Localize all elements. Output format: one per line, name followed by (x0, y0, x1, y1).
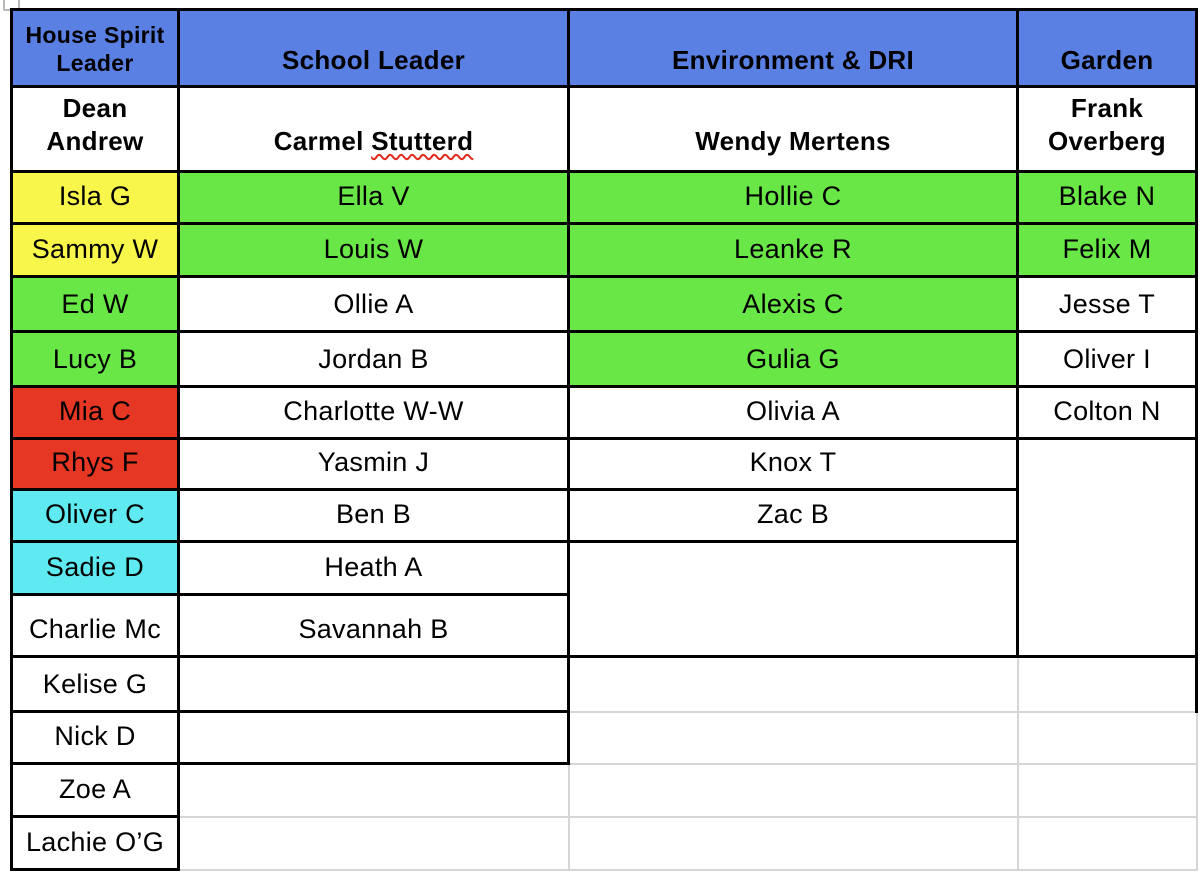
table-row: Rhys F Yasmin J Knox T (10, 437, 1198, 658)
table-cell[interactable]: Mia C (10, 385, 180, 440)
table-row: Charlie Mc Savannah B (10, 593, 1197, 658)
table-cell[interactable]: Lachie O’G (10, 815, 180, 871)
table-row: Mia C Charlotte W-W Olivia A Colton N (10, 385, 1198, 440)
table-cell[interactable]: Alexis C (567, 275, 1019, 333)
table-row: Lachie O’G (10, 815, 1198, 871)
table-cell[interactable]: Rhys F (10, 437, 180, 491)
table-cell[interactable] (1016, 815, 1198, 871)
table-cell[interactable]: Oliver I (1016, 330, 1198, 388)
table-cell[interactable]: Louis W (177, 222, 570, 278)
table-cell[interactable] (177, 762, 570, 818)
leader-cell-environment[interactable]: Wendy Mertens (567, 85, 1019, 173)
table-cell[interactable]: Isla G (10, 170, 180, 225)
table-cell[interactable] (567, 710, 1019, 765)
table-cell[interactable]: Charlie Mc (10, 593, 180, 658)
table-cell[interactable]: Jesse T (1016, 275, 1198, 333)
table-cell[interactable]: Charlotte W-W (177, 385, 570, 440)
table-body: House Spirit Leader School Leader Enviro… (10, 8, 1198, 871)
table-cell[interactable]: Olivia A (567, 385, 1019, 440)
leader-cell-garden[interactable]: Frank Overberg (1016, 85, 1198, 173)
leaders-row: Dean Andrew Carmel Stutterd Wendy Merten… (10, 85, 1198, 173)
header-cell-environment-dri[interactable]: Environment & DRI (567, 8, 1019, 88)
table-cell[interactable]: Knox T (567, 437, 1019, 491)
table-cell[interactable] (177, 655, 570, 713)
table-row: Lucy B Jordan B Gulia G Oliver I (10, 330, 1198, 388)
table-cell[interactable]: Ella V (177, 170, 570, 225)
table-cell[interactable] (177, 710, 570, 765)
table-row: Zoe A (10, 762, 1198, 818)
table-cell[interactable] (177, 815, 570, 871)
table-cell[interactable] (567, 655, 1019, 713)
table-cell[interactable] (1016, 710, 1198, 765)
table-cell[interactable]: Oliver C (10, 488, 180, 543)
table-cell[interactable]: Ed W (10, 275, 180, 333)
table-row: Oliver C Ben B Zac B (10, 488, 1197, 543)
table-row: Sammy W Louis W Leanke R Felix M (10, 222, 1198, 278)
table-cell[interactable]: Yasmin J (177, 437, 570, 491)
header-row: House Spirit Leader School Leader Enviro… (10, 8, 1198, 88)
table-cell[interactable] (1016, 437, 1198, 658)
table-cell[interactable]: Sammy W (10, 222, 180, 278)
header-cell-school-leader[interactable]: School Leader (177, 8, 570, 88)
table-cell[interactable]: Zoe A (10, 762, 180, 818)
table-cell[interactable]: Nick D (10, 710, 180, 765)
table-cell[interactable]: Hollie C (567, 170, 1019, 225)
header-cell-garden[interactable]: Garden (1016, 8, 1198, 88)
table-cell[interactable]: Savannah B (177, 593, 570, 658)
table-cell[interactable]: Ben B (177, 488, 570, 543)
leader-name-part: Carmel (273, 125, 372, 156)
table-cell[interactable]: Leanke R (567, 222, 1019, 278)
table-row: Sadie D Heath A (10, 540, 1197, 658)
table-cell[interactable]: Heath A (177, 540, 570, 596)
leadership-table: House Spirit Leader School Leader Enviro… (10, 8, 1198, 871)
table-cell[interactable]: Sadie D (10, 540, 180, 596)
leader-cell-house[interactable]: Dean Andrew (10, 85, 180, 173)
table-cell[interactable]: Felix M (1016, 222, 1198, 278)
table-cell[interactable] (1016, 655, 1198, 713)
table-cell[interactable]: Jordan B (177, 330, 570, 388)
table-cell[interactable]: Lucy B (10, 330, 180, 388)
leader-cell-school[interactable]: Carmel Stutterd (177, 85, 570, 173)
table-cell[interactable]: Blake N (1016, 170, 1198, 225)
table-cell[interactable] (567, 815, 1019, 871)
table-cell[interactable]: Colton N (1016, 385, 1198, 440)
header-cell-house-spirit[interactable]: House Spirit Leader (10, 8, 180, 88)
table-cell[interactable]: Kelise G (10, 655, 180, 713)
table-cell[interactable]: Ollie A (177, 275, 570, 333)
table-row: Ed W Ollie A Alexis C Jesse T (10, 275, 1198, 333)
table-row: Isla G Ella V Hollie C Blake N (10, 170, 1198, 225)
table-cell[interactable] (1016, 762, 1198, 818)
table-row: Nick D (10, 710, 1198, 765)
table-cell[interactable] (567, 540, 1019, 658)
table-cell[interactable]: Zac B (567, 488, 1019, 543)
table-cell[interactable] (567, 762, 1019, 818)
misspelled-word: Stutterd (371, 125, 474, 156)
table-cell[interactable]: Gulia G (567, 330, 1019, 388)
table-row: Kelise G (10, 655, 1198, 713)
